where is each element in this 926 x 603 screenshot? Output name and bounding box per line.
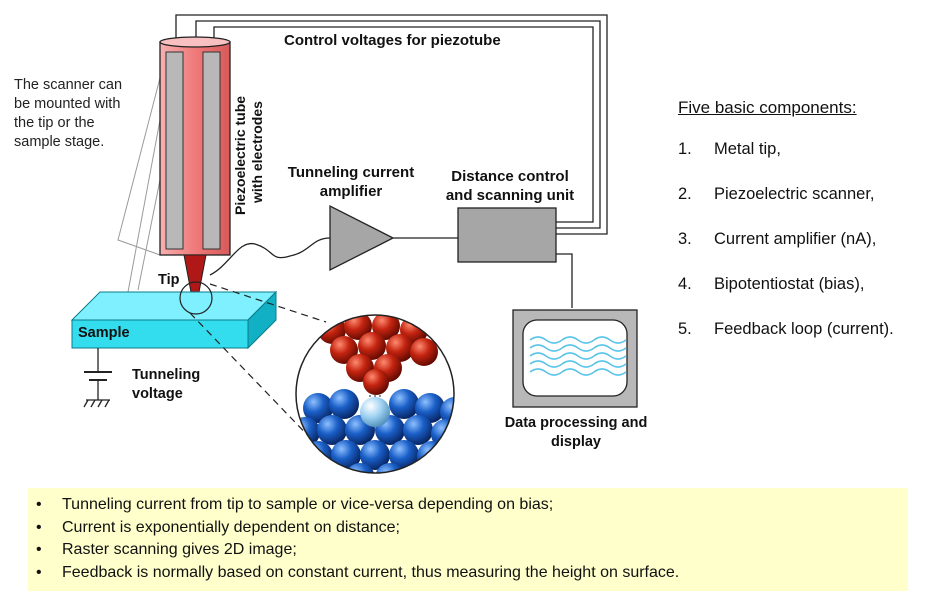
notes-list: • Tunneling current from tip to sample or…: [28, 488, 908, 584]
sample-label: Sample: [78, 325, 130, 341]
item-number: 4.: [678, 275, 692, 293]
bullet-icon: •: [36, 496, 42, 513]
note-item: • Raster scanning gives 2D image;: [36, 539, 908, 562]
data-processing-label: Data processing and display: [504, 415, 648, 450]
components-list: 1. Metal tip, 2. Piezoelectric scanner, 3.…: [678, 140, 923, 365]
distance-control-label: Distance control and scanning unit: [445, 168, 575, 204]
scanner-mount-note: The scanner can be mounted with the tip …: [14, 77, 123, 150]
list-item: 3. Current amplifier (nA),: [678, 230, 923, 275]
item-number: 1.: [678, 140, 692, 158]
display-waves: [529, 336, 627, 376]
tunneling-current-amplifier: [329, 204, 395, 272]
piezo-label-line2: with electrodes: [249, 101, 265, 203]
piezo-tube: [159, 36, 231, 256]
zoom-guide-lines: [189, 283, 327, 447]
tunneling-voltage-source: [83, 348, 112, 408]
item-text: Feedback loop (current).: [714, 320, 894, 338]
highlighted-sample-atom: [360, 397, 390, 427]
item-text: Bipotentiostat (bias),: [714, 275, 865, 293]
scanner-mount-outline: [117, 77, 161, 293]
note-text: Feedback is normally based on constant c…: [62, 563, 680, 581]
item-text: Metal tip,: [714, 140, 781, 158]
control-voltages-label: Control voltages for piezotube: [284, 32, 501, 49]
note-text: Tunneling current from tip to sample or …: [62, 496, 554, 513]
notes-box: • Tunneling current from tip to sample or…: [28, 488, 908, 591]
piezo-tube-label: Piezoelectric tube with electrodes: [232, 96, 266, 215]
item-number: 3.: [678, 230, 692, 248]
note-item: • Feedback is normally based on constant …: [36, 562, 908, 585]
bullet-icon: •: [36, 563, 42, 581]
control-voltage-wires: [175, 14, 608, 235]
list-item: 4. Bipotentiostat (bias),: [678, 275, 923, 320]
list-item: 2. Piezoelectric scanner,: [678, 185, 923, 230]
tunneling-voltage-label: Tunneling voltage: [132, 367, 201, 402]
list-item: 5. Feedback loop (current).: [678, 320, 923, 365]
tip-zoom-circle: [179, 281, 213, 315]
left-electrode: [165, 51, 184, 250]
components-panel: Five basic components: 1. Metal tip, 2. Pi…: [678, 98, 923, 365]
item-text: Piezoelectric scanner,: [714, 185, 875, 203]
piezo-label-line1: Piezoelectric tube: [232, 95, 248, 215]
bullet-icon: •: [36, 541, 42, 558]
list-item: 1. Metal tip,: [678, 140, 923, 185]
right-electrode: [202, 51, 221, 250]
item-number: 5.: [678, 320, 692, 338]
note-text: Current is exponentially dependent on di…: [62, 518, 400, 536]
note-item: • Tunneling current from tip to sample or…: [36, 494, 908, 517]
item-number: 2.: [678, 185, 692, 203]
note-item: • Current is exponentially dependent on d…: [36, 517, 908, 540]
control-to-display-wire: [556, 253, 573, 308]
components-title: Five basic components:: [678, 98, 857, 117]
data-display-monitor: [512, 309, 638, 408]
note-text: Raster scanning gives 2D image;: [62, 541, 297, 558]
item-text: Current amplifier (nA),: [714, 230, 877, 248]
tip-label: Tip: [158, 272, 180, 288]
tip-current-wire: [209, 237, 331, 276]
amplifier-label: Tunneling current amplifier: [287, 164, 415, 200]
bullet-icon: •: [36, 518, 42, 536]
sample-block: [70, 290, 278, 350]
distance-control-unit: [457, 207, 557, 263]
atomic-zoom-view: [295, 314, 455, 474]
